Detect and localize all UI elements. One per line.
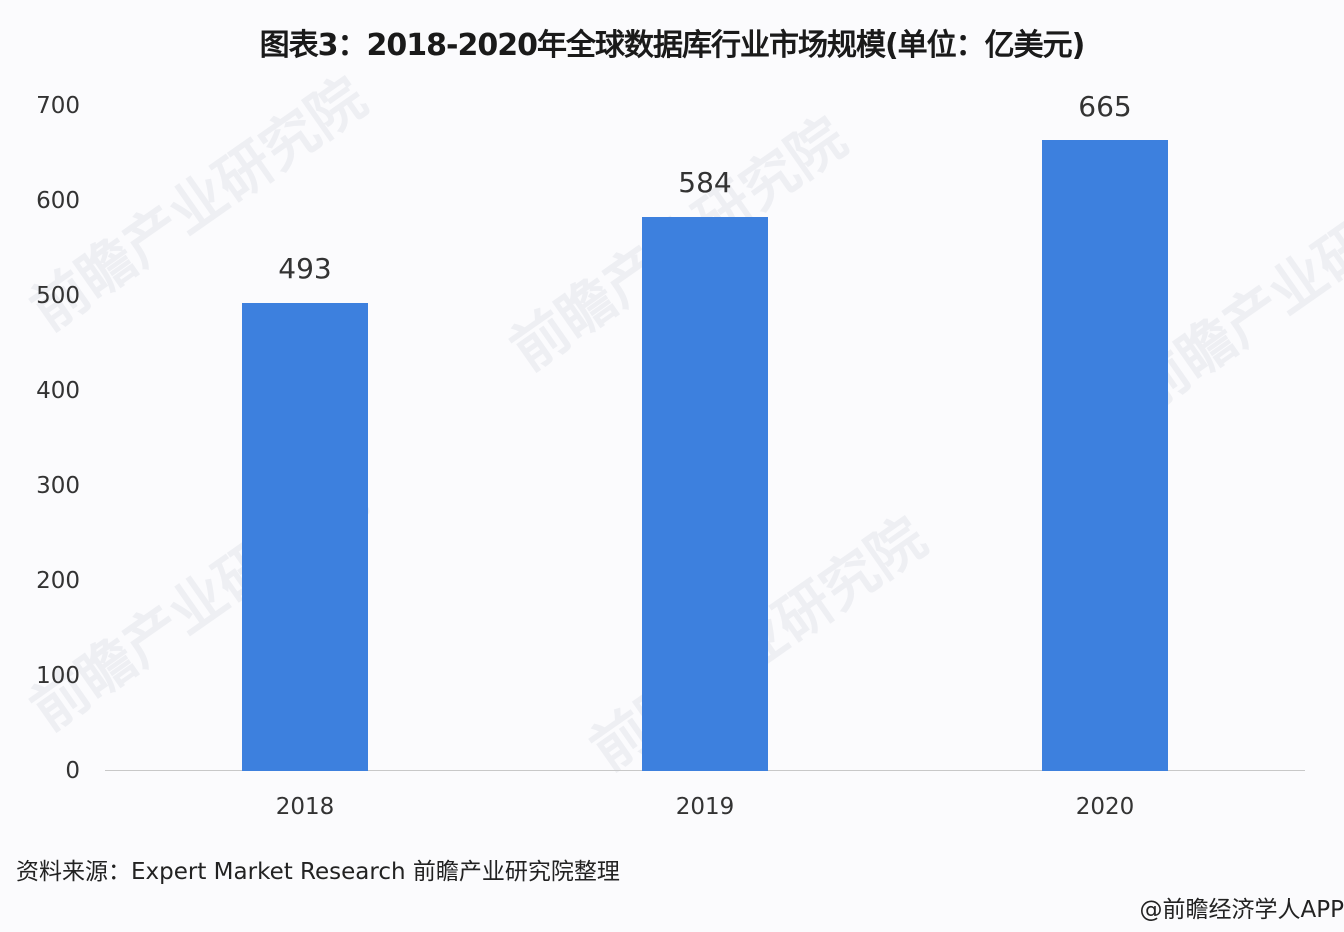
data-label: 493 [278,252,332,285]
y-tick: 300 [36,473,80,499]
bar-2019 [642,217,768,771]
y-tick: 0 [65,758,80,784]
y-tick: 500 [36,283,80,309]
y-tick: 400 [36,378,80,404]
bar-2018 [242,303,368,771]
y-tick: 700 [36,93,80,119]
x-tick: 2018 [275,794,335,820]
y-tick: 600 [36,188,80,214]
y-tick: 100 [36,663,80,689]
data-label: 665 [1078,90,1132,123]
source-note: 资料来源：Expert Market Research 前瞻产业研究院整理 [16,859,620,885]
credit-note: @前瞻经济学人APP [1139,897,1344,923]
bar-2020 [1042,140,1168,771]
data-label: 584 [678,166,732,199]
y-tick: 200 [36,568,80,594]
x-tick: 2019 [675,794,735,820]
x-tick: 2020 [1075,794,1135,820]
chart-title: 图表3：2018-2020年全球数据库行业市场规模(单位：亿美元) [259,28,1086,63]
